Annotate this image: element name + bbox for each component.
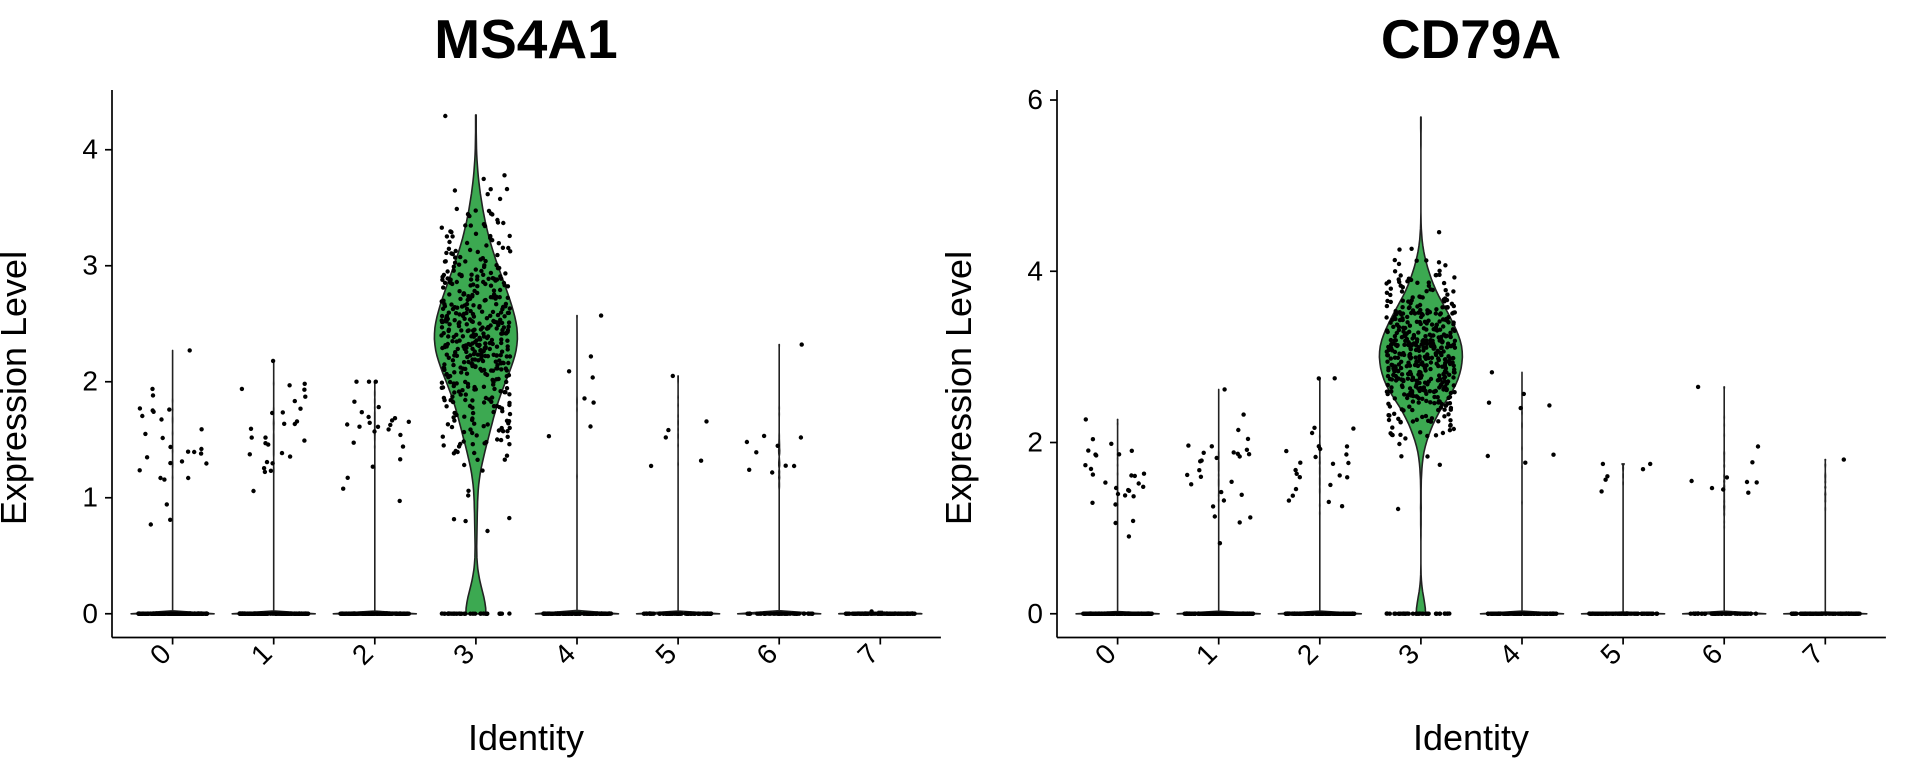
svg-text:0: 0 — [1027, 598, 1043, 629]
svg-text:MS4A1: MS4A1 — [434, 8, 617, 70]
svg-text:4: 4 — [1027, 255, 1043, 286]
svg-text:2: 2 — [1027, 427, 1043, 458]
svg-text:4: 4 — [82, 134, 98, 165]
svg-text:CD79A: CD79A — [1381, 8, 1561, 70]
svg-text:1: 1 — [82, 482, 98, 513]
svg-text:0: 0 — [82, 598, 98, 629]
svg-text:Expression Level: Expression Level — [0, 251, 34, 525]
svg-text:2: 2 — [82, 366, 98, 397]
svg-text:3: 3 — [82, 250, 98, 281]
svg-text:Identity: Identity — [468, 717, 584, 758]
svg-text:Identity: Identity — [1413, 717, 1529, 758]
svg-text:Expression Level: Expression Level — [938, 251, 979, 525]
svg-text:6: 6 — [1027, 84, 1043, 115]
